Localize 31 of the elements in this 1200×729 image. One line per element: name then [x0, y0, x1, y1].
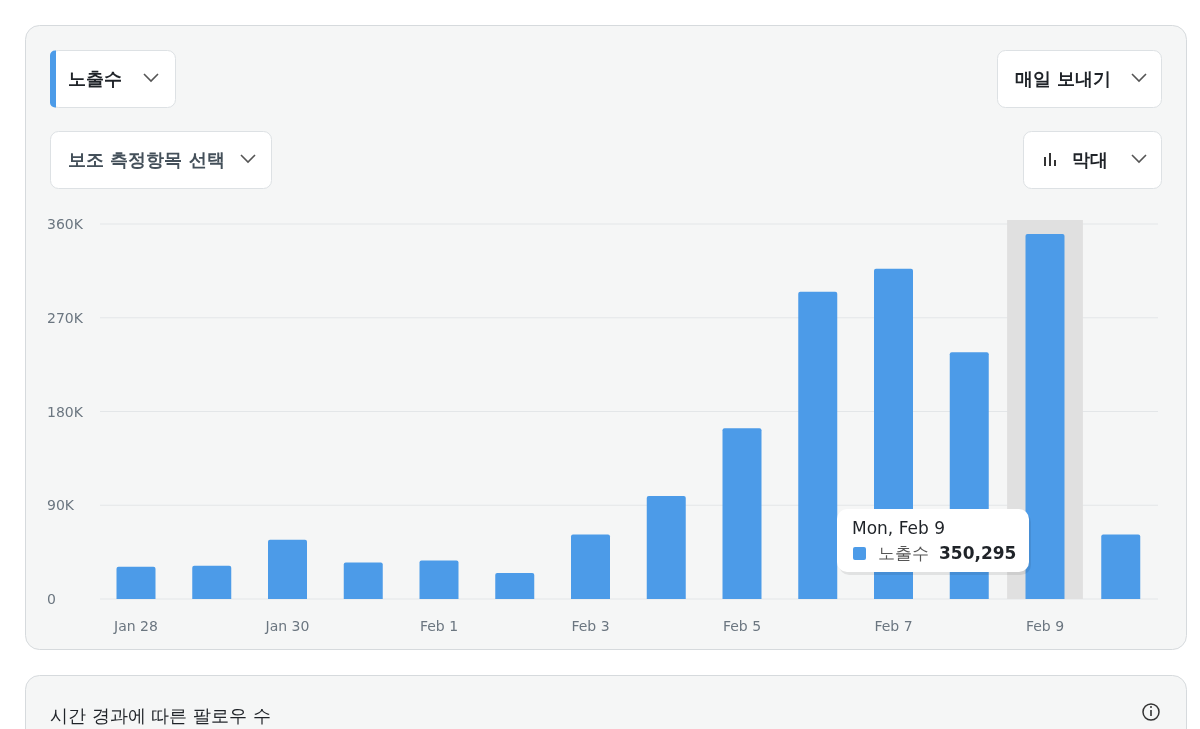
y-tick-label: 90K [47, 497, 75, 514]
annotation: 350,295 [939, 543, 1017, 563]
bar [495, 572, 535, 599]
legend-label: 노출수 [878, 543, 929, 563]
bar [419, 560, 459, 599]
x-tick-label: Feb 1 [419, 618, 459, 634]
x-tick-label: Jan 30 [264, 618, 310, 634]
bar [192, 565, 232, 599]
y-tick-label: 0 [47, 591, 56, 607]
y-tick-label: 180K [47, 403, 84, 420]
x-tick-label: Feb 5 [722, 618, 762, 634]
text: 매일 보내기 [1015, 68, 1112, 89]
text: 보조 측정항목 선택 [68, 149, 225, 170]
bar [268, 539, 307, 599]
bar [798, 291, 838, 599]
x-tick-label: Jan 28 [113, 618, 158, 634]
text: 시간 경과에 따른 팔로우 수 [50, 705, 271, 726]
annotation: Mon, Feb 9 [852, 518, 945, 538]
text: 노출수 [68, 68, 122, 89]
bar [1101, 534, 1141, 599]
bar [343, 562, 383, 599]
x-tick-label: Feb 3 [571, 618, 610, 634]
y-tick-label: 270K [47, 309, 84, 326]
bar [646, 495, 686, 599]
bar [722, 428, 762, 599]
x-tick-label: Feb 7 [874, 618, 913, 634]
y-tick-label: 360K [47, 216, 84, 232]
x-tick-label: Feb 9 [1025, 618, 1065, 634]
bar [116, 566, 156, 599]
text: 막대 [1072, 149, 1108, 170]
bar [571, 534, 610, 599]
